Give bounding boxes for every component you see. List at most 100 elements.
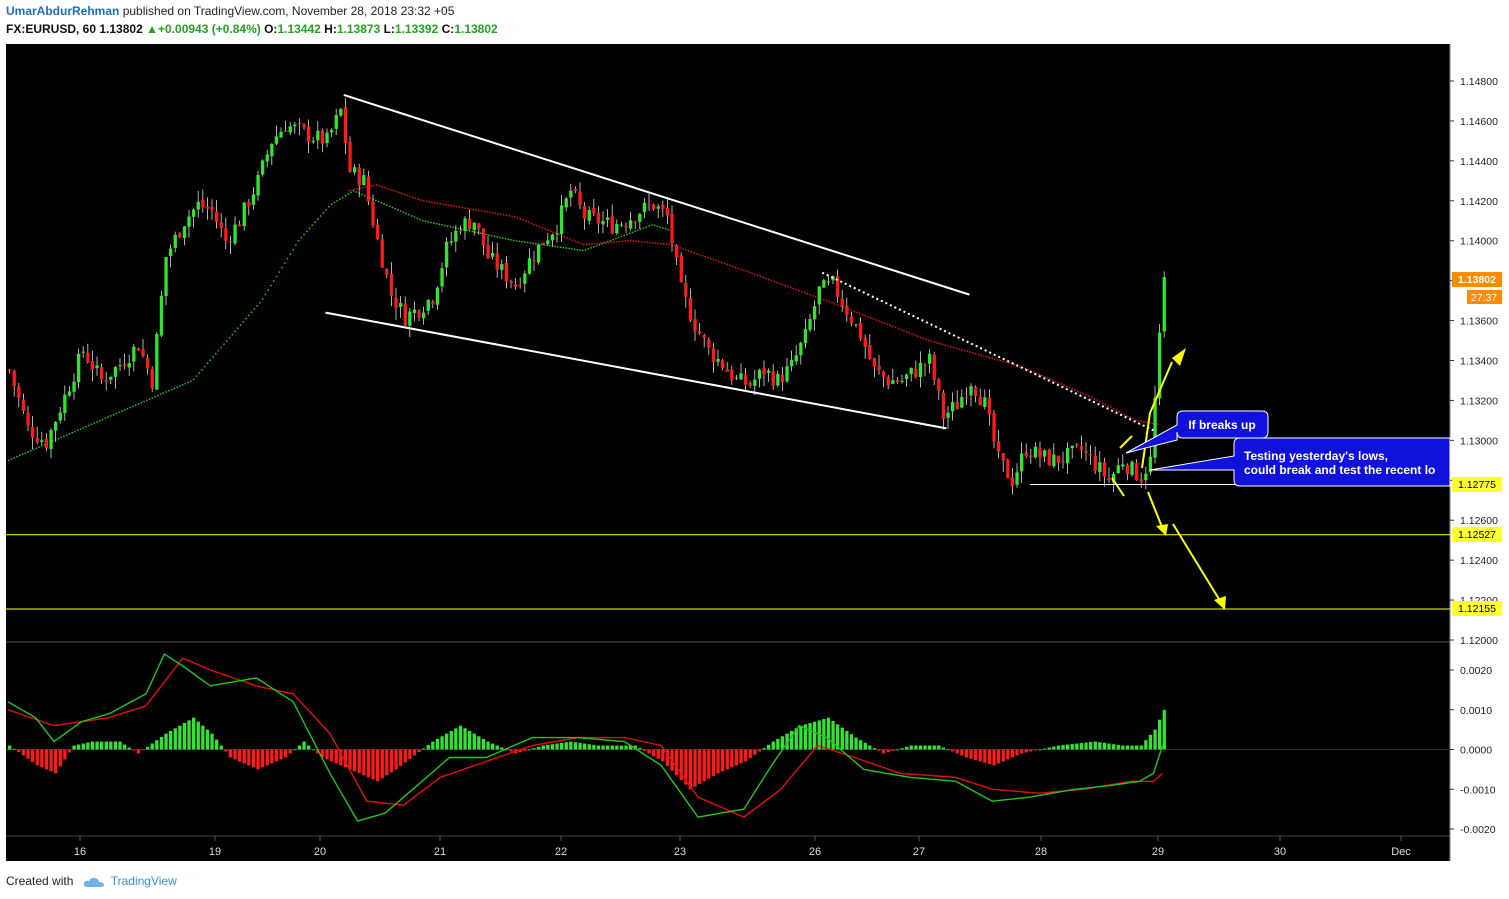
macd-histogram-bar [150, 743, 154, 750]
sma-fast-dot [715, 259, 717, 262]
sma-fast-dot [616, 241, 618, 243]
sma-fast-dot [497, 213, 499, 215]
bull-candle [831, 276, 835, 281]
bull-candle [164, 257, 168, 297]
author-link[interactable]: UmarAbdurRehman [6, 4, 120, 18]
bear-candle [937, 379, 941, 391]
sma-slow-dot [259, 301, 261, 304]
bear-candle [863, 337, 867, 347]
sma-fast-dot [847, 308, 850, 310]
sma-fast-dot [1074, 389, 1076, 391]
bull-candle [412, 309, 417, 313]
sma-fast-dot [527, 221, 530, 224]
sma-fast-dot [950, 345, 952, 348]
bull-candle [1033, 446, 1038, 458]
bull-candle [49, 430, 53, 449]
macd-histogram-bar [946, 749, 950, 751]
sma-slow-dot [573, 248, 576, 251]
trendline-2[interactable] [325, 311, 947, 430]
macd-tick-label: -0.0020 [1460, 824, 1496, 836]
callout-testing-bubble[interactable] [1149, 437, 1451, 487]
sma-fast-dot [558, 233, 560, 236]
tradingview-brand-link[interactable]: TradingView [110, 874, 177, 888]
macd-histogram-bar [54, 749, 58, 774]
trendlines[interactable] [325, 94, 1154, 432]
callout-testing-line1: Testing yesterday's lows, [1244, 449, 1388, 463]
macd-tick-label: -0.0010 [1460, 784, 1496, 796]
sma-fast-dot [1052, 379, 1054, 382]
time-tick-label: 23 [674, 846, 686, 858]
sma-slow-dot [201, 369, 203, 371]
small-down-arrow[interactable] [1111, 477, 1125, 497]
callout-breakup-bubble[interactable] [1125, 410, 1269, 454]
bear-candle [284, 131, 288, 133]
macd-histogram-bar [219, 745, 223, 750]
bear-candle [573, 189, 578, 192]
sma-slow-dot [369, 197, 372, 199]
sma-slow-dot [584, 249, 587, 251]
sma-fast-dot [762, 276, 764, 279]
tradingview-cloud-icon [83, 877, 104, 887]
bull-candle [983, 397, 987, 408]
macd-histogram-bar [822, 719, 826, 750]
callouts[interactable]: If breaks up Testing yesterday's lows, c… [1125, 410, 1451, 487]
sma-slow-dot [38, 446, 40, 448]
sma-slow-dot [134, 404, 137, 406]
sma-slow-dot [289, 253, 292, 255]
sma-slow-dot [115, 412, 118, 415]
sma-slow-dot [590, 247, 592, 249]
bull-candle [656, 206, 660, 209]
trendline-1[interactable] [343, 94, 970, 296]
macd-histogram-bar [997, 749, 1001, 764]
macd-histogram-bar [1148, 734, 1153, 750]
sma-slow-dot [317, 218, 319, 220]
small-up-arrow[interactable] [1119, 435, 1133, 449]
time-tick-label: 26 [809, 846, 821, 858]
macd-histogram-bar [610, 745, 614, 750]
sma-fast-dot [605, 241, 607, 244]
down-arrow-path-2[interactable] [1172, 523, 1223, 605]
macd-histogram-bar [293, 749, 297, 751]
sma-fast-dot [939, 342, 941, 345]
sma-fast-dot [905, 331, 908, 333]
bear-candle [895, 380, 900, 382]
macd-histogram-bar [426, 745, 430, 750]
sma-fast-dot [538, 226, 541, 228]
sma-slow-dot [634, 230, 637, 233]
bull-candle [192, 209, 196, 217]
macd-histogram-bar [169, 730, 173, 750]
bear-candle [123, 364, 127, 367]
sma-slow-dot [499, 236, 501, 239]
bear-candle [1135, 463, 1139, 481]
sma-slow-dot [617, 236, 620, 239]
sma-fast-dot [552, 231, 555, 234]
countdown-badge [1467, 290, 1502, 304]
bull-candle [325, 132, 329, 144]
sma-fast-dot [541, 227, 544, 229]
bull-candle [339, 108, 343, 116]
macd-histogram-bar [141, 749, 145, 751]
macd-histogram-bar [486, 741, 490, 750]
sma-fast-dot [585, 243, 588, 246]
bear-candle [679, 255, 683, 283]
sma-slow-dot [264, 293, 267, 296]
bear-candle [836, 276, 840, 298]
level-3-badge [1452, 601, 1502, 616]
countdown-text: 27:37 [1471, 292, 1497, 304]
sma-fast-dot [988, 356, 991, 359]
sma-fast-dot [856, 311, 858, 314]
trendline-3[interactable] [821, 271, 1154, 432]
macd-histogram-bar [1010, 749, 1015, 758]
sma-fast-dot [812, 294, 814, 297]
sma-fast-dot [1041, 374, 1043, 377]
sma-slow-dot [507, 238, 510, 241]
sma-fast-dot [1085, 394, 1087, 396]
price-badges: 1.13802 27:37 1.12775 1.12527 1.12155 [1452, 272, 1502, 616]
macd-histogram-bar [118, 741, 122, 750]
macd-histogram-bar [270, 749, 274, 764]
bear-candle [1010, 477, 1015, 487]
macd-histogram-bar [523, 749, 527, 751]
up-arrow-path[interactable] [1141, 361, 1173, 469]
macd-histogram-bar [1116, 744, 1120, 750]
